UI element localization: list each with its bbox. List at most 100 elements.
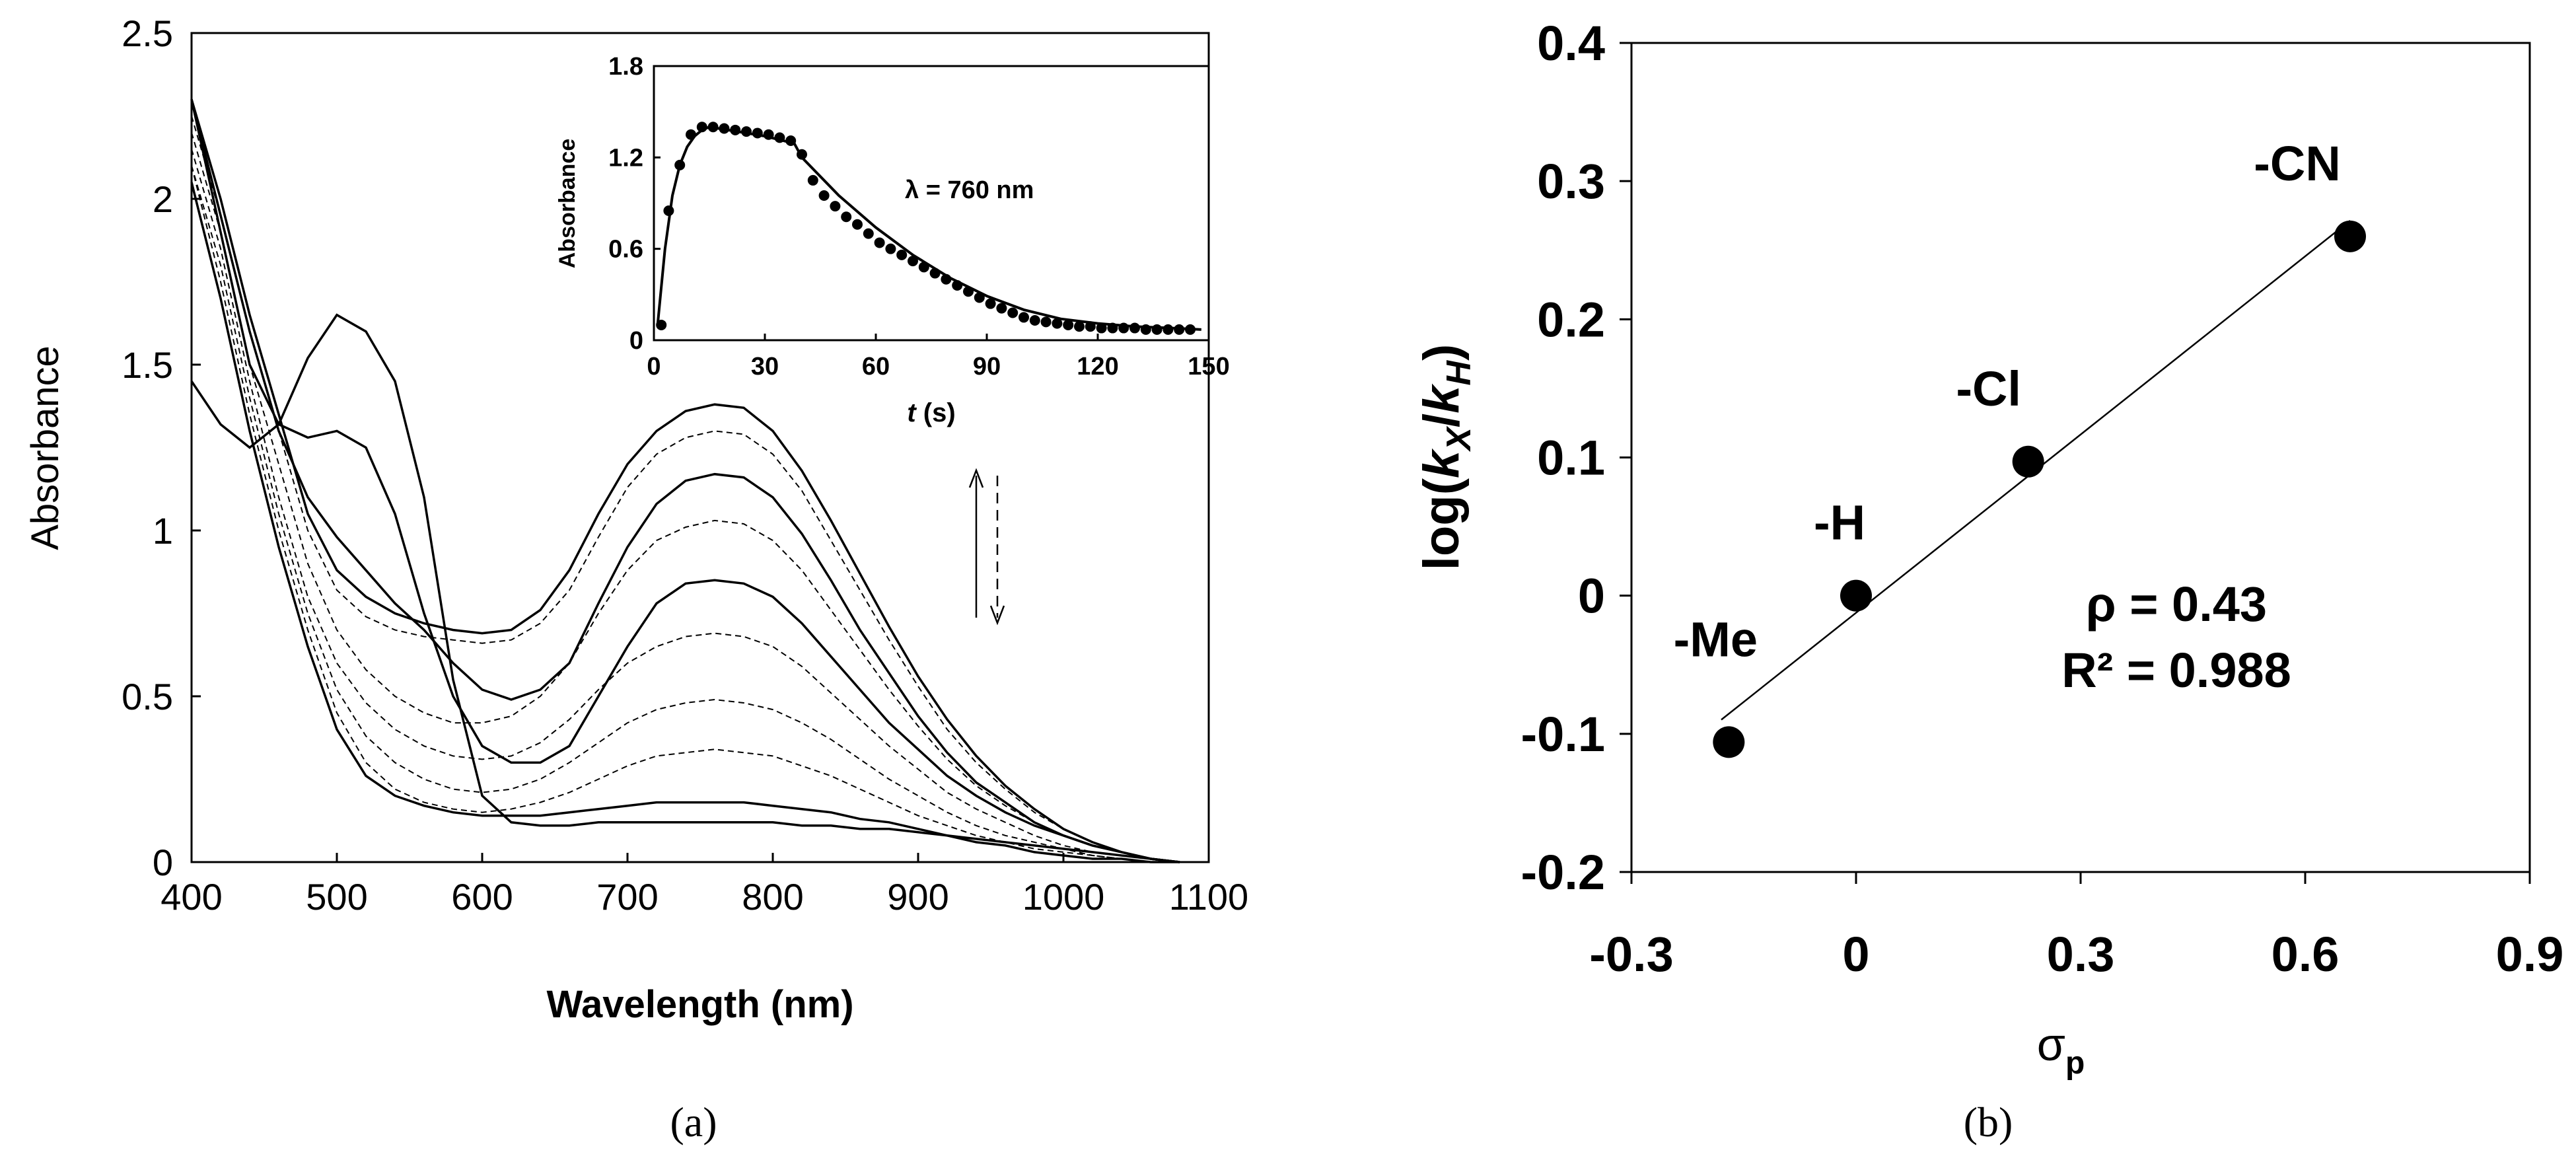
- panel-a-series: [190, 98, 1180, 863]
- inset-x-tick-label: 120: [1077, 353, 1118, 381]
- a-series-line-9: [190, 182, 1180, 863]
- b-y-tick-label: 0.2: [1537, 292, 1605, 347]
- a-series-line-7: [191, 165, 1180, 863]
- inset-annotation: λ = 760 nm: [905, 176, 1034, 204]
- inset-y-tick-label: 0: [629, 327, 643, 355]
- b-x-tick-label: 0.6: [2272, 927, 2340, 982]
- inset-data-point: [1118, 322, 1129, 334]
- inset-data-point: [785, 135, 797, 146]
- inset-data-point: [885, 243, 896, 254]
- inset-x-axis-label-unit: (s): [916, 398, 956, 427]
- inset-data-point: [941, 273, 952, 285]
- inset-data-point: [963, 286, 974, 297]
- b-x-tick-label: 0.3: [2047, 927, 2115, 982]
- decay-arrow-head: [989, 605, 1005, 626]
- inset-series: [656, 122, 1201, 335]
- inset-data-point: [1040, 316, 1052, 328]
- inset-data-point: [1007, 307, 1019, 318]
- panel-b: -0.3 0 0.3 0.6 0.9 -0.2 -0.1 0 0.1 0.2 0.3 0.4 -Me -…: [1413, 16, 2563, 1145]
- inset-data-point: [1140, 324, 1151, 335]
- inset-x-tick-label: 60: [862, 353, 890, 381]
- panel-a-x-axis-label: Wavelength (nm): [546, 983, 853, 1026]
- inset-y-axis-label: Absorbance: [555, 139, 580, 269]
- inset-data-point: [763, 129, 774, 140]
- b-y-tick-label: 0.3: [1537, 154, 1605, 209]
- b-point-label: -CN: [2254, 136, 2341, 191]
- inset-data-point: [996, 303, 1007, 314]
- inset-y-tick-label: 1.8: [608, 53, 643, 81]
- panel-b-label: (b): [1964, 1099, 2013, 1145]
- inset-data-point: [1163, 324, 1174, 335]
- b-y-tick-label: -0.1: [1521, 707, 1605, 762]
- inset-data-point: [1074, 321, 1085, 332]
- inset-data-point: [696, 122, 707, 133]
- inset-kinetics-plot: 0 30 60 90 120 150 0 0.6 1.2 1.8 λ = 760 nm Absor…: [555, 53, 1230, 427]
- a-x-tick-label: 800: [742, 876, 803, 918]
- inset-data-point: [929, 268, 941, 279]
- ylabel-part-2: X: [1440, 425, 1478, 453]
- a-series-line-0: [190, 313, 1180, 863]
- a-y-tick-label: 1.5: [122, 344, 173, 386]
- panel-b-plot-frame: [1630, 42, 2531, 873]
- inset-data-point: [1096, 322, 1107, 334]
- a-series-line-5: [191, 132, 1180, 863]
- panel-a-y-axis-label: Absorbance: [24, 345, 67, 550]
- inset-data-point: [797, 149, 807, 160]
- inset-data-point: [830, 201, 841, 212]
- a-series-line-8: [191, 165, 1180, 863]
- inset-data-point: [952, 280, 963, 291]
- b-point-label: -Me: [1674, 612, 1758, 667]
- inset-data-point: [818, 190, 830, 201]
- inset-tick-labels: 0 30 60 90 120 150 0 0.6 1.2 1.8: [608, 53, 1230, 381]
- inset-data-point: [1085, 321, 1096, 332]
- ylabel-part-6: ): [1413, 344, 1470, 361]
- a-x-tick-label: 500: [306, 876, 367, 918]
- a-series-line-2: [190, 98, 1180, 863]
- inset-data-point: [908, 256, 918, 267]
- panel-b-point-labels: -Me -H -Cl -CN: [1674, 136, 2341, 667]
- panel-b-x-axis-label-symbol: σ: [2037, 1019, 2065, 1070]
- inset-data-point: [974, 292, 985, 303]
- a-x-tick-label: 1000: [1022, 876, 1105, 918]
- r-squared-annotation: R² = 0.988: [2061, 643, 2291, 698]
- inset-data-point: [841, 211, 852, 223]
- inset-data-point: [1151, 324, 1163, 335]
- a-x-tick-label: 1100: [1169, 876, 1248, 918]
- inset-data-point: [1129, 322, 1140, 334]
- a-y-tick-label: 0.5: [122, 676, 173, 717]
- b-x-tick-label: 0: [1842, 927, 1869, 982]
- a-y-tick-label: 2: [153, 178, 173, 220]
- inset-data-point: [686, 129, 696, 140]
- rise-decay-arrows: [968, 468, 1005, 626]
- b-x-tick-label: 0.9: [2496, 927, 2564, 982]
- rho-annotation: ρ = 0.43: [2086, 577, 2267, 632]
- inset-y-tick-label: 0.6: [608, 236, 643, 264]
- b-x-tick-label: -0.3: [1589, 927, 1674, 982]
- inset-data-point: [1019, 312, 1029, 323]
- b-point-label: -H: [1814, 495, 1865, 550]
- b-y-tick-label: 0: [1578, 569, 1605, 624]
- inset-data-point: [1029, 315, 1040, 326]
- inset-data-point: [1052, 318, 1063, 329]
- inset-data-point: [985, 298, 996, 309]
- b-y-tick-label: 0.4: [1537, 16, 1605, 71]
- b-y-tick-label: 0.1: [1537, 431, 1605, 486]
- panel-b-series: [1713, 220, 2366, 758]
- a-series-line-3: [190, 98, 1180, 863]
- panel-b-x-axis-label: σp: [2037, 1019, 2085, 1081]
- ylabel-part-4: k: [1413, 383, 1470, 414]
- inset-x-axis-label-symbol: t: [907, 398, 917, 427]
- b-data-point: [1713, 726, 1745, 758]
- b-y-tick-label: -0.2: [1521, 845, 1605, 900]
- b-data-point: [1840, 579, 1872, 612]
- inset-data-point: [1185, 324, 1196, 335]
- inset-data-point: [741, 126, 752, 137]
- inset-data-point: [730, 124, 741, 135]
- inset-data-point: [1107, 322, 1118, 334]
- inset-data-point: [918, 262, 929, 273]
- rise-arrow-head: [968, 468, 984, 488]
- inset-data-point: [707, 122, 719, 133]
